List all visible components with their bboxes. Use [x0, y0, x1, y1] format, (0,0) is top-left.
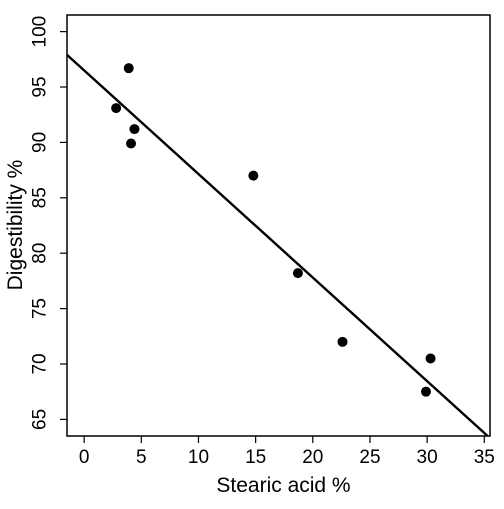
data-point [248, 170, 259, 181]
data-point [111, 103, 122, 114]
y-tick-label: 95 [30, 76, 51, 97]
regression-line [66, 53, 489, 437]
x-tick-label: 5 [136, 447, 147, 468]
x-tick-label: 15 [245, 447, 266, 468]
y-tick-label: 70 [30, 353, 51, 374]
data-point [420, 386, 431, 397]
x-axis-title: Stearic acid % [216, 474, 350, 497]
y-tick-label: 80 [30, 243, 51, 264]
y-tick-label: 100 [30, 16, 51, 48]
x-tick-label: 10 [188, 447, 209, 468]
plot-frame [66, 14, 491, 437]
data-point [126, 138, 137, 149]
x-tick-label: 35 [474, 447, 495, 468]
data-point [129, 124, 140, 135]
x-tick-label: 25 [359, 447, 380, 468]
x-tick-label: 30 [417, 447, 438, 468]
x-tick-label: 0 [79, 447, 90, 468]
y-tick-label: 90 [30, 132, 51, 153]
y-tick-label: 75 [30, 298, 51, 319]
y-axis: 65 70 75 80 85 90 95 100 [30, 16, 67, 430]
data-point [425, 353, 436, 364]
data-point [292, 268, 303, 279]
data-point [337, 336, 348, 347]
plot-area [66, 53, 489, 437]
y-tick-label: 65 [30, 409, 51, 430]
x-tick-label: 20 [302, 447, 323, 468]
y-tick-label: 85 [30, 187, 51, 208]
x-axis: 0 5 10 15 20 25 30 35 [79, 436, 495, 468]
data-point [123, 63, 134, 74]
y-axis-title: Digestibility % [4, 160, 27, 291]
